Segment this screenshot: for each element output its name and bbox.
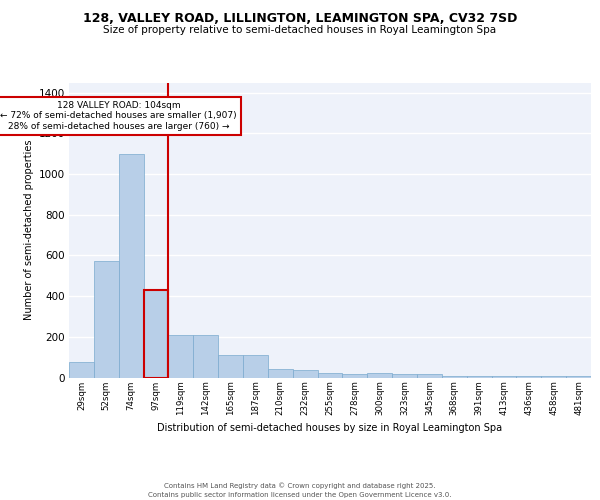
Bar (293, 370, 317, 378)
Text: Size of property relative to semi-detached houses in Royal Leamington Spa: Size of property relative to semi-detach… (103, 25, 497, 35)
Bar (491, 376, 517, 378)
Y-axis label: Number of semi-detached properties: Number of semi-detached properties (25, 140, 34, 320)
Bar (193, 335, 218, 378)
Bar (143, 290, 169, 378)
Text: Contains HM Land Registry data © Crown copyright and database right 2025.
Contai: Contains HM Land Registry data © Crown c… (148, 482, 452, 498)
Bar (119, 154, 143, 378)
Bar (69, 362, 94, 378)
Bar (94, 260, 119, 378)
Bar (367, 374, 392, 378)
Bar (566, 376, 591, 378)
Bar (541, 376, 566, 378)
Bar (343, 374, 367, 378)
Bar (517, 376, 541, 378)
Bar (218, 355, 243, 378)
Bar (392, 374, 417, 378)
Bar (169, 335, 193, 378)
Bar (268, 370, 293, 378)
Bar (243, 355, 268, 378)
Bar (467, 376, 491, 378)
Bar (417, 374, 442, 378)
X-axis label: Distribution of semi-detached houses by size in Royal Leamington Spa: Distribution of semi-detached houses by … (157, 424, 503, 434)
Text: 128, VALLEY ROAD, LILLINGTON, LEAMINGTON SPA, CV32 7SD: 128, VALLEY ROAD, LILLINGTON, LEAMINGTON… (83, 12, 517, 26)
Text: 128 VALLEY ROAD: 104sqm
← 72% of semi-detached houses are smaller (1,907)
28% of: 128 VALLEY ROAD: 104sqm ← 72% of semi-de… (1, 101, 237, 130)
Bar (317, 374, 343, 378)
Bar (442, 376, 467, 378)
